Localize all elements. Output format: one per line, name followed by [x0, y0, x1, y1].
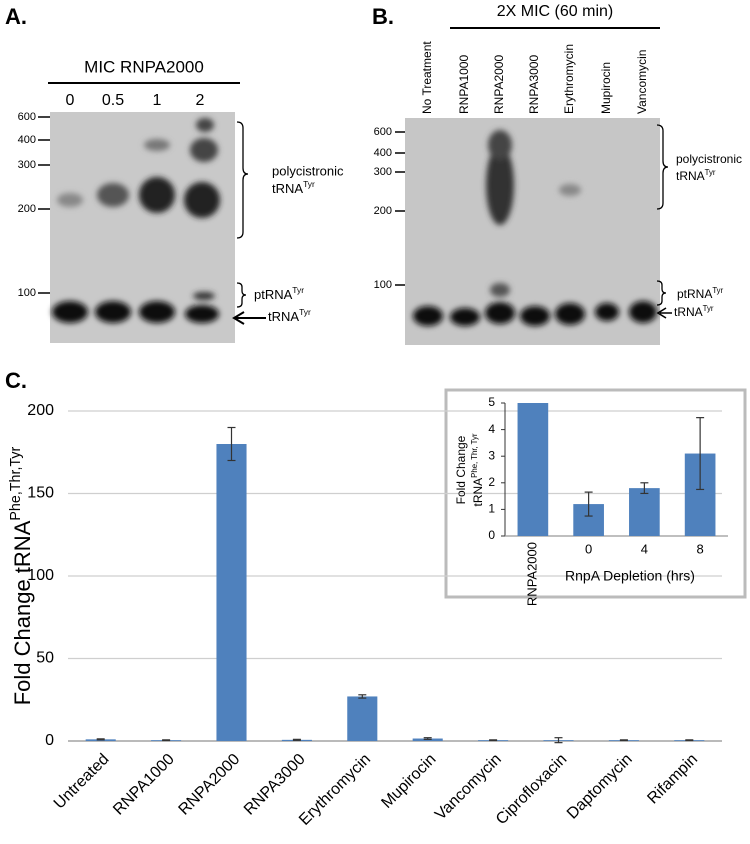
annotation: ptRNATyr [677, 286, 724, 302]
y-tick-label: 1 [488, 502, 495, 516]
x-tick-label: Mupirocin [378, 751, 439, 812]
error-bar [227, 426, 236, 462]
x-tick-label: RNPA3000 [241, 751, 309, 819]
marker-label: 400 [374, 147, 392, 159]
x-tick-label: 0 [585, 541, 592, 556]
annotation-base: ptRNA [677, 287, 712, 301]
annotation-sup: Tyr [712, 286, 723, 295]
error-bar [696, 417, 705, 491]
gel-title: MIC RNPA2000 [84, 57, 204, 76]
annotation: ptRNATyr [254, 285, 304, 302]
bar [347, 696, 378, 741]
annotation-sup: Tyr [292, 285, 304, 295]
y-tick-label: 5 [488, 395, 495, 409]
lane-label: No Treatment [420, 41, 434, 114]
gel-title: 2X MIC (60 min) [497, 3, 613, 20]
error-bar [292, 738, 301, 741]
marker-label: 600 [18, 111, 36, 123]
marker-label: 100 [18, 287, 36, 299]
lane-label: RNPA2000 [492, 55, 506, 114]
error-bar [554, 737, 563, 744]
annotation: polycistronic [272, 163, 344, 178]
x-axis-label: RnpA Depletion (hrs) [565, 568, 695, 584]
bar [517, 403, 549, 536]
bar [216, 444, 247, 741]
annotation: polycistronic [676, 152, 742, 166]
y-axis-label: Fold Change tRNAPhe,Thr,Tyr [8, 446, 35, 705]
y-axis-label-base: Fold Change tRNA [10, 520, 35, 705]
x-tick-label: Rifampin [644, 751, 701, 808]
annotation-base: tRNA [268, 309, 299, 324]
x-tick-label: Untreated [51, 751, 113, 813]
lane-label: 0 [66, 92, 75, 109]
error-bar [423, 737, 432, 740]
gel-b [395, 27, 672, 345]
annotation-base: tRNA [272, 181, 303, 196]
y-tick-label: 0 [45, 732, 54, 749]
error-bar [358, 694, 367, 699]
lane-label: Mupirocin [599, 62, 613, 114]
y-tick-label: 2 [488, 475, 495, 489]
lane-label: 1 [153, 92, 162, 109]
y-tick-label: 3 [488, 448, 495, 462]
lane-label: 2 [196, 92, 205, 109]
y-axis-label: tRNAPhe, Thr, Tyr [470, 433, 486, 506]
y-tick-label: 0 [488, 528, 495, 542]
y-axis-label: Fold Change [454, 435, 468, 504]
annotation: tRNATyr [674, 304, 714, 320]
x-tick-label: Daptomycin [564, 751, 636, 823]
error-bar [96, 738, 105, 741]
y-axis-label-sup: Phe, Thr, Tyr [470, 433, 479, 478]
marker-label: 600 [374, 126, 392, 138]
error-bar [489, 739, 498, 742]
bar [629, 488, 660, 536]
x-tick-label: Vancomycin [432, 751, 505, 824]
y-axis-label-sup: Phe,Thr,Tyr [8, 446, 24, 520]
x-tick-label: RNPA2000 [524, 542, 539, 606]
lane-label: Vancomycin [635, 50, 649, 114]
annotation-base: tRNA [676, 169, 705, 183]
annotation: tRNATyr [272, 179, 315, 196]
x-tick-label: RNPA1000 [110, 751, 178, 819]
panel-label: B. [372, 4, 394, 29]
error-bar [619, 739, 628, 742]
annotation-base: ptRNA [254, 287, 293, 302]
y-tick-label: 150 [27, 485, 54, 502]
lane-label: 0.5 [102, 92, 124, 109]
error-bar [162, 739, 171, 742]
y-axis-label-base: tRNA [471, 478, 485, 507]
annotation: tRNATyr [268, 307, 311, 324]
marker-label: 200 [374, 205, 392, 217]
y-tick-label: 100 [27, 567, 54, 584]
marker-label: 200 [18, 203, 36, 215]
x-tick-label: 8 [697, 541, 704, 556]
annotation-base: tRNA [674, 305, 703, 319]
error-bar [685, 739, 694, 742]
y-tick-label: 200 [27, 402, 54, 419]
annotation-sup: Tyr [703, 304, 714, 313]
marker-label: 300 [374, 166, 392, 178]
panel-label: C. [5, 368, 27, 393]
gel-a [38, 82, 266, 343]
marker-label: 400 [18, 134, 36, 146]
annotation-sup: Tyr [705, 168, 716, 177]
lane-label: Erythromycin [562, 44, 576, 114]
lane-label: RNPA1000 [457, 55, 471, 114]
error-bar [584, 491, 593, 517]
annotation-sup: Tyr [303, 179, 315, 189]
marker-label: 100 [374, 279, 392, 291]
y-tick-label: 4 [488, 422, 495, 436]
lane-label: RNPA3000 [527, 55, 541, 114]
x-tick-label: 4 [641, 541, 648, 556]
annotation-sup: Tyr [299, 307, 311, 317]
error-bar [640, 482, 649, 495]
y-tick-label: 50 [36, 650, 54, 667]
annotation: tRNATyr [676, 168, 716, 184]
x-tick-label: RNPA2000 [176, 751, 244, 819]
panel-label: A. [5, 4, 27, 29]
marker-label: 300 [18, 159, 36, 171]
